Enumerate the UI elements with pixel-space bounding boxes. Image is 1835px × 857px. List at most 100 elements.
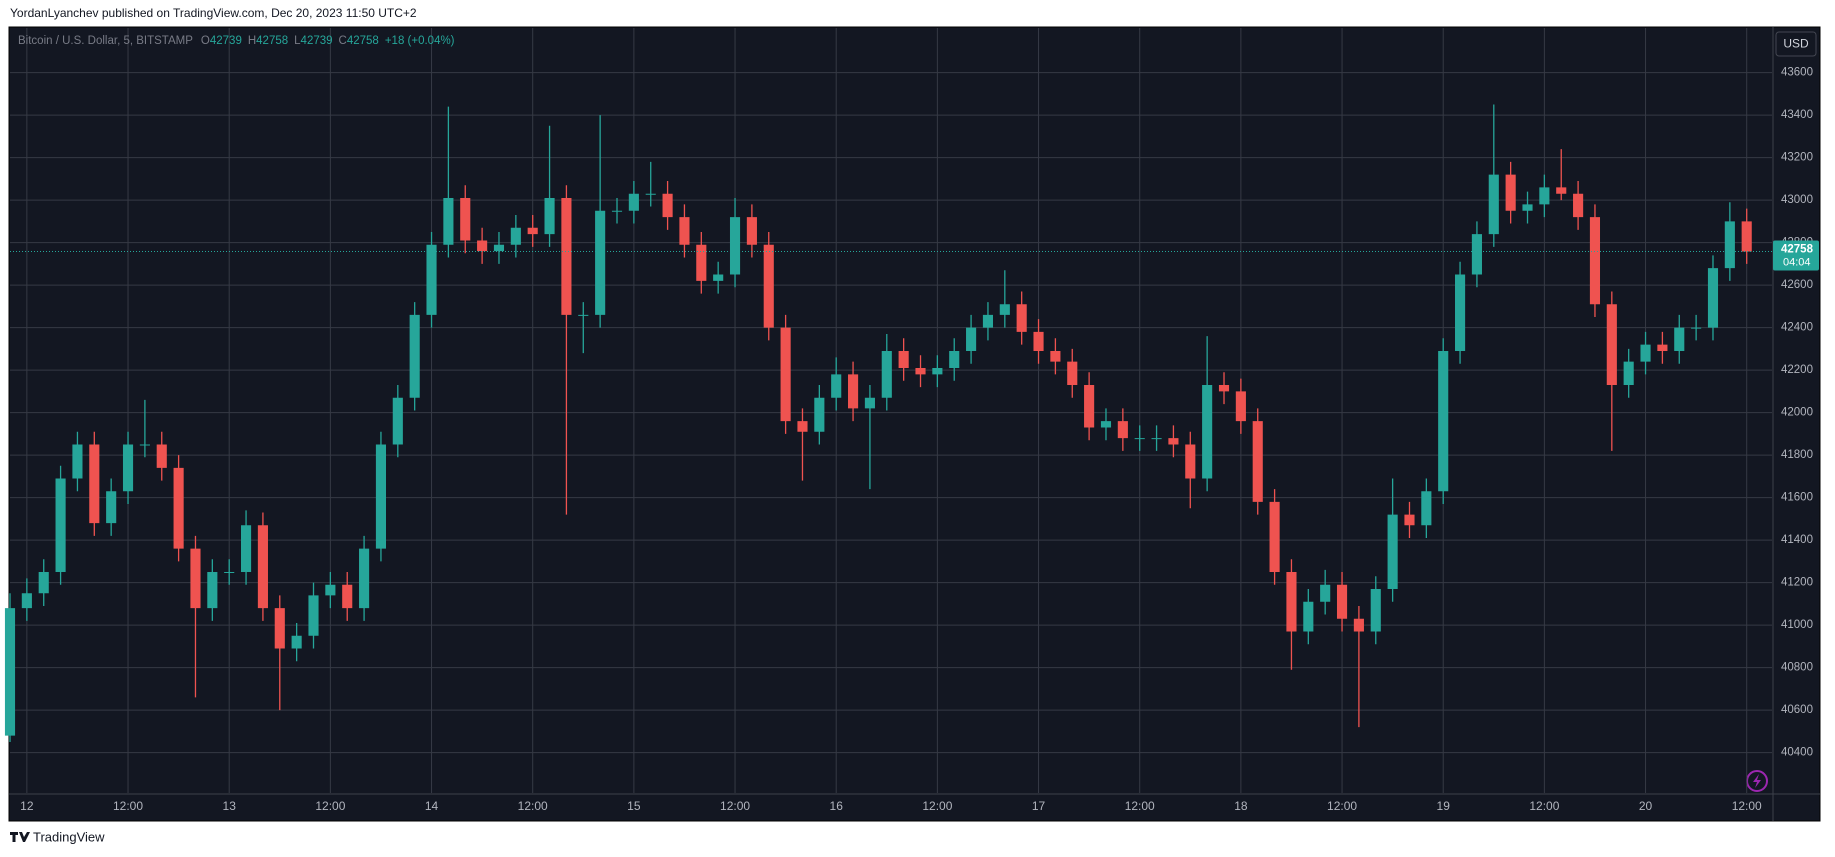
candle-body xyxy=(1286,572,1297,632)
candle-body xyxy=(477,240,488,252)
candle-body xyxy=(1353,618,1364,632)
y-tick-label: 42600 xyxy=(1781,279,1813,291)
candle-body xyxy=(190,548,201,609)
legend-key: H xyxy=(248,35,256,47)
y-tick-label: 43600 xyxy=(1781,67,1813,79)
x-tick-label: 12:00 xyxy=(1125,799,1155,813)
candle-body xyxy=(342,584,353,609)
chart-panel xyxy=(8,26,1821,822)
candle-body xyxy=(729,217,741,275)
candle-body xyxy=(1100,421,1112,428)
footer-text: TradingView xyxy=(33,829,105,844)
candle-body xyxy=(443,198,454,245)
last-price-box xyxy=(1773,240,1819,271)
candle-body xyxy=(797,421,808,432)
candle-body xyxy=(392,397,403,445)
x-tick-label: 18 xyxy=(1234,799,1248,813)
candle-body xyxy=(848,374,859,409)
x-tick-label: 13 xyxy=(223,799,237,813)
candle-body xyxy=(4,608,16,736)
last-price-label: 42758 xyxy=(1781,244,1814,256)
legend-value: 42758 xyxy=(347,35,379,47)
candle-body xyxy=(611,210,623,212)
candle-body xyxy=(359,548,370,609)
legend: Bitcoin / U.S. Dollar, 5, BITSTAMP O42739… xyxy=(18,35,455,47)
currency-button[interactable]: USD xyxy=(1775,31,1817,57)
candle-body xyxy=(1320,584,1331,602)
candle-body xyxy=(1674,327,1685,351)
y-tick-label: 43400 xyxy=(1781,109,1813,121)
x-tick-label: 14 xyxy=(425,799,439,813)
candle-body xyxy=(1404,514,1415,526)
candle-body xyxy=(156,444,167,468)
y-tick-label: 43000 xyxy=(1781,194,1813,206)
candle-body xyxy=(1387,514,1398,589)
candle-body xyxy=(679,217,690,245)
candle-body xyxy=(1252,421,1263,502)
candle-body xyxy=(1623,361,1634,385)
y-tick-label: 41600 xyxy=(1781,492,1813,504)
header-text: YordanLyanchev published on TradingView.… xyxy=(10,6,417,20)
candle-body xyxy=(1606,304,1617,385)
candle-body xyxy=(375,444,387,549)
candle-body xyxy=(696,244,707,281)
candle-body xyxy=(949,351,960,368)
candle-body xyxy=(1218,385,1230,392)
y-tick-label: 41200 xyxy=(1781,577,1813,589)
legend-key: C xyxy=(339,35,347,47)
legend-line: Bitcoin / U.S. Dollar, 5, BITSTAMP O42739… xyxy=(18,35,455,47)
x-tick-label: 12:00 xyxy=(518,799,548,813)
candle-body xyxy=(510,227,521,245)
candle-body xyxy=(1573,193,1584,218)
legend-value: 42739 xyxy=(301,35,333,47)
candle-body xyxy=(1640,344,1651,362)
candle-body xyxy=(1438,351,1449,492)
candle-body xyxy=(1235,391,1246,422)
footer-logo: TradingView xyxy=(10,829,105,844)
legend-value: 42739 xyxy=(210,35,242,47)
candle-body xyxy=(628,193,639,211)
y-tick-label: 42400 xyxy=(1781,322,1813,334)
candle-body xyxy=(1134,438,1145,440)
candle-body xyxy=(122,444,134,492)
y-tick-label: 43200 xyxy=(1781,152,1813,164)
candle-body xyxy=(139,444,150,446)
currency-button-box[interactable] xyxy=(1775,31,1817,57)
candle-body xyxy=(308,595,319,636)
alert-icon-bolt[interactable] xyxy=(1753,774,1761,788)
candle-body xyxy=(1455,274,1466,351)
candle-body xyxy=(1556,187,1567,194)
x-tick-label: 12:00 xyxy=(1529,799,1559,813)
candle-body xyxy=(207,572,218,609)
candle-body xyxy=(746,217,757,245)
candle-body xyxy=(578,314,589,316)
candle-body xyxy=(1117,421,1128,439)
candle-body xyxy=(460,198,471,241)
candle-body xyxy=(527,227,538,235)
x-tick-label: 12:00 xyxy=(315,799,345,813)
candle-body xyxy=(106,491,117,524)
candle-body xyxy=(1657,344,1668,351)
candle-body xyxy=(1016,304,1027,332)
x-tick-label: 12:00 xyxy=(720,799,750,813)
candle-body xyxy=(325,584,336,596)
x-tick-label: 16 xyxy=(830,799,844,813)
candle-body xyxy=(224,572,235,573)
currency-label[interactable]: USD xyxy=(1783,37,1809,51)
candle-body xyxy=(1067,361,1078,385)
candle-body xyxy=(1033,331,1044,351)
candle-body xyxy=(814,397,825,432)
candle-body xyxy=(173,467,184,549)
candle-body xyxy=(38,572,49,594)
candle-body xyxy=(1707,268,1719,328)
y-tick-label: 41400 xyxy=(1781,534,1813,546)
candle-body xyxy=(645,193,656,195)
candle-body xyxy=(1185,444,1196,479)
candle-body xyxy=(1084,385,1095,428)
candle-body xyxy=(713,274,724,281)
candle-body xyxy=(1303,601,1314,632)
y-tick-label: 42200 xyxy=(1781,364,1813,376)
y-tick-label: 40400 xyxy=(1781,747,1813,759)
candle-body xyxy=(426,244,437,315)
